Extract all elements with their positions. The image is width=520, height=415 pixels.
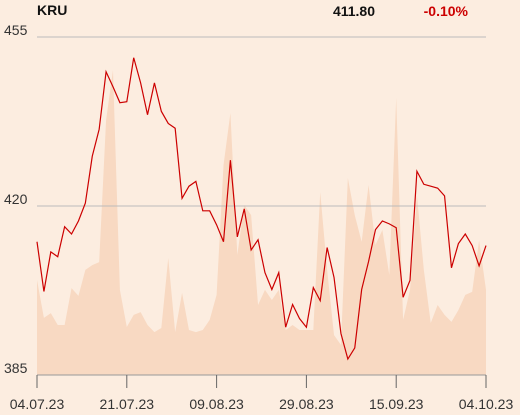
x-tick-label: 15.09.23 (369, 396, 424, 412)
price: 411.80 (333, 3, 375, 19)
y-tick-label: 385 (4, 360, 28, 376)
ticker: KRU (37, 2, 67, 18)
price-line (36, 57, 487, 361)
x-tick-label: 29.08.23 (279, 396, 334, 412)
x-tick-label: 09.08.23 (189, 396, 244, 412)
x-tick-label: 04.10.23 (459, 396, 514, 412)
x-tick-label: 21.07.23 (100, 396, 155, 412)
change: -0.10% (424, 3, 469, 19)
y-tick-label: 420 (4, 191, 28, 207)
x-tick-label: 04.07.23 (10, 396, 65, 412)
y-tick-label: 455 (4, 22, 28, 38)
volume-area (37, 70, 486, 376)
